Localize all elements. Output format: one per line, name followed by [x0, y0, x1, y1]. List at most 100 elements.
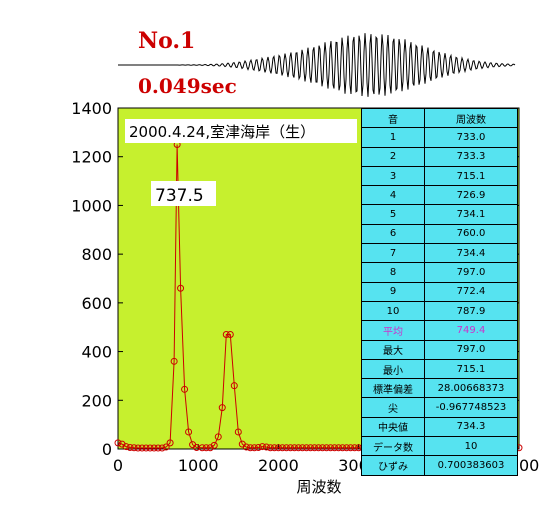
stats-row: 9 772.4 — [361, 281, 518, 302]
stats-cell-value: 715.1 — [424, 358, 518, 380]
data-point — [158, 444, 166, 452]
y-tick-label: 0 — [102, 440, 112, 459]
stats-row: 2 733.3 — [361, 146, 518, 167]
data-point — [122, 443, 130, 451]
data-point — [142, 444, 150, 452]
stats-row: 尖 -0.967748523 — [361, 397, 518, 418]
data-point — [134, 444, 142, 452]
data-point — [218, 404, 226, 412]
y-tick-label: 1200 — [71, 148, 112, 167]
data-point — [351, 444, 359, 452]
stats-cell-name: 尖 — [361, 397, 425, 418]
data-point — [327, 444, 335, 452]
stats-row: 標準偏差 28.00668373 — [361, 378, 518, 399]
stats-row: 6 760.0 — [361, 223, 518, 245]
peak-label: 737.5 — [155, 186, 204, 206]
stats-cell-name: 3 — [361, 165, 425, 187]
stats-cell-name: 中央値 — [361, 416, 425, 438]
data-point — [114, 439, 122, 447]
stats-cell-value: 733.0 — [424, 127, 518, 148]
x-axis-label: 周波数 — [296, 478, 341, 496]
stats-row: データ数 10 — [361, 436, 518, 457]
stats-cell-value: 797.0 — [424, 339, 518, 360]
stats-cell-value: 733.3 — [424, 146, 518, 167]
stats-cell-name: データ数 — [361, 436, 425, 457]
stats-row: 1 733.0 — [361, 127, 518, 148]
stats-cell-value: 772.4 — [424, 281, 518, 302]
data-point — [154, 444, 162, 452]
data-point — [166, 439, 174, 447]
duration-label: 0.049sec — [138, 74, 237, 98]
x-tick-label: 2000 — [258, 456, 299, 475]
data-point — [274, 444, 282, 452]
stats-cell-name: 5 — [361, 204, 425, 225]
stats-cell-name: 9 — [361, 281, 425, 302]
stats-header-sound: 音 — [361, 107, 425, 129]
stats-cell-name: 標準偏差 — [361, 378, 425, 399]
data-point — [202, 444, 210, 452]
data-point — [290, 444, 298, 452]
stats-cell-value: 797.0 — [424, 262, 518, 283]
stats-cell-value: 734.3 — [424, 416, 518, 438]
data-point — [323, 444, 331, 452]
data-point — [266, 444, 274, 452]
data-point — [310, 444, 318, 452]
y-tick-label: 600 — [81, 294, 112, 313]
data-point — [298, 444, 306, 452]
data-point — [146, 444, 154, 452]
data-point — [254, 444, 262, 452]
stats-cell-name: 1 — [361, 127, 425, 148]
stats-cell-name: 最大 — [361, 339, 425, 360]
data-point — [339, 444, 347, 452]
data-point — [270, 444, 278, 452]
stats-row: 平均 749.4 — [361, 320, 518, 341]
stats-cell-value: -0.967748523 — [424, 397, 518, 418]
waveform — [118, 33, 516, 97]
stats-row: ひずみ 0.700383603 — [361, 455, 518, 476]
stats-cell-value: 734.1 — [424, 204, 518, 225]
data-point — [150, 444, 158, 452]
data-point — [278, 444, 286, 452]
data-point — [294, 444, 302, 452]
y-tick-label: 1400 — [71, 99, 112, 118]
data-point — [302, 444, 310, 452]
y-tick-label: 400 — [81, 343, 112, 362]
data-point — [331, 444, 339, 452]
stats-cell-value: 787.9 — [424, 300, 518, 322]
data-point — [210, 441, 218, 449]
data-point — [306, 444, 314, 452]
stats-row: 3 715.1 — [361, 165, 518, 187]
stats-row: 最大 797.0 — [361, 339, 518, 360]
data-point — [126, 444, 134, 452]
stats-cell-name: 4 — [361, 185, 425, 206]
data-point — [335, 444, 343, 452]
data-point — [258, 443, 266, 451]
stats-table: 音 周波数 1 733.0 2 733.3 3 715.1 4 726.9 5 734.1 6 760… — [361, 107, 518, 476]
stats-cell-name: 10 — [361, 300, 425, 322]
stats-row: 4 726.9 — [361, 185, 518, 206]
stats-cell-value: 726.9 — [424, 185, 518, 206]
data-point — [214, 433, 222, 441]
data-point — [198, 444, 206, 452]
stats-cell-value: 10 — [424, 436, 518, 457]
data-point — [222, 331, 230, 339]
recording-label: No.1 — [138, 28, 195, 54]
data-point — [234, 428, 242, 436]
data-point — [315, 444, 322, 452]
y-tick-label: 1000 — [71, 196, 112, 215]
peak-label-box — [151, 181, 216, 206]
data-point — [230, 382, 238, 390]
data-point — [181, 385, 189, 393]
stats-cell-value: 734.4 — [424, 243, 518, 264]
data-point — [246, 444, 254, 452]
y-tick-labels: 0 200 400 600 800 1000 1200 1400 — [71, 99, 112, 459]
stats-cell-name: 6 — [361, 223, 425, 245]
stats-row: 最小 715.1 — [361, 358, 518, 380]
data-point — [319, 444, 327, 452]
stats-row: 10 787.9 — [361, 300, 518, 322]
y-tick-label: 800 — [81, 245, 112, 264]
title-box — [125, 119, 357, 143]
data-point — [282, 444, 290, 452]
stats-cell-value: 715.1 — [424, 165, 518, 187]
x-tick-label: 0 — [113, 456, 123, 475]
